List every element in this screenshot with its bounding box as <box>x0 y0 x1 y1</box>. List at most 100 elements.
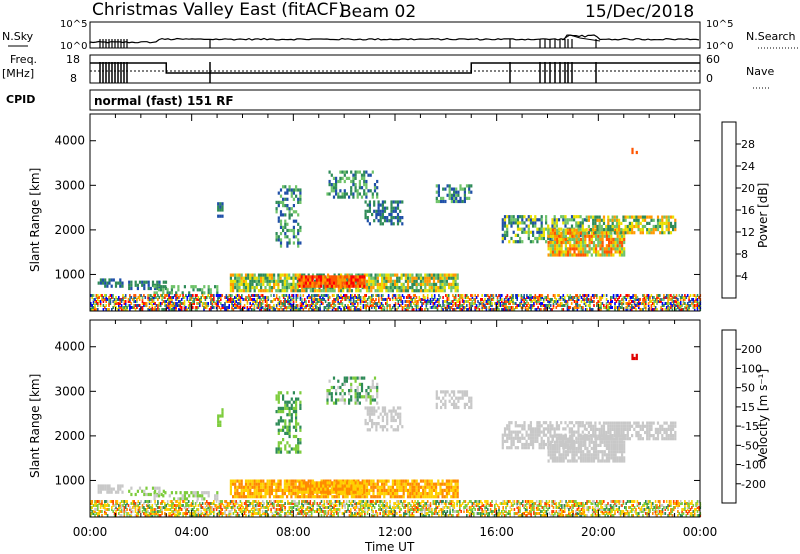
heatmap-cell <box>299 191 302 195</box>
heatmap-cell <box>436 308 439 311</box>
heatmap-cell <box>657 296 660 299</box>
heatmap-cell <box>229 479 232 483</box>
heatmap-cell <box>587 218 590 222</box>
heatmap-cell <box>631 308 633 311</box>
heatmap-cell <box>203 302 205 305</box>
heatmap-cell <box>443 289 446 293</box>
heatmap-cell <box>175 291 178 295</box>
heatmap-cell <box>310 298 313 301</box>
heatmap-cell <box>450 390 453 394</box>
heatmap-cell <box>203 296 205 299</box>
heatmap-cell <box>381 406 384 410</box>
heatmap-cell <box>342 479 345 483</box>
heatmap-cell <box>242 276 245 280</box>
heatmap-cell <box>540 233 543 237</box>
heatmap-cell <box>275 294 278 297</box>
heatmap-cell <box>348 481 351 485</box>
heatmap-cell <box>326 284 329 288</box>
heatmap-cell <box>426 273 429 277</box>
heatmap-cell <box>288 444 291 448</box>
heatmap-cell <box>545 240 548 244</box>
heatmap-cell <box>151 308 154 311</box>
heatmap-cell <box>244 289 248 293</box>
heatmap-cell <box>242 306 244 309</box>
heatmap-cell <box>277 400 280 404</box>
heatmap-cell <box>311 479 315 483</box>
heatmap-cell <box>575 237 578 241</box>
heatmap-cell <box>351 294 353 297</box>
heatmap-cell <box>295 304 298 307</box>
heatmap-cell <box>335 183 338 187</box>
heatmap-cell <box>296 479 299 483</box>
heatmap-cell <box>141 283 144 287</box>
heatmap-cell <box>400 286 403 290</box>
heatmap-cell <box>277 394 280 398</box>
heatmap-cell <box>459 306 461 309</box>
heatmap-cell <box>439 279 442 283</box>
heatmap-cell <box>406 279 410 283</box>
heatmap-cell <box>156 286 159 291</box>
heatmap-cell <box>381 282 384 286</box>
heatmap-cell <box>463 302 465 305</box>
heatmap-cell <box>576 306 579 309</box>
heatmap-cell <box>386 415 389 419</box>
heatmap-cell <box>391 282 394 286</box>
heatmap-cell <box>176 302 179 305</box>
heatmap-cell <box>532 218 535 222</box>
heatmap-cell <box>375 306 377 309</box>
heatmap-cell <box>391 485 394 489</box>
heatmap-cell <box>358 179 361 184</box>
heatmap-cell <box>319 300 321 303</box>
heatmap-cell <box>590 300 593 303</box>
heatmap-cell <box>204 302 207 305</box>
heatmap-cell <box>140 294 142 297</box>
heatmap-cell <box>244 276 248 280</box>
heatmap-cell <box>291 308 293 311</box>
heatmap-cell <box>335 284 338 288</box>
heatmap-cell <box>624 224 627 229</box>
heatmap-cell <box>591 294 594 297</box>
heatmap-cell <box>617 308 619 311</box>
heatmap-cell <box>510 221 513 225</box>
heatmap-cell <box>343 296 345 299</box>
heatmap-cell <box>598 304 601 307</box>
heatmap-cell <box>277 495 280 499</box>
heatmap-cell <box>557 227 561 231</box>
heatmap-cell <box>324 484 327 488</box>
heatmap-cell <box>311 490 314 494</box>
heatmap-cell <box>376 482 379 486</box>
heatmap-cell <box>268 273 271 277</box>
heatmap-cell <box>565 302 567 305</box>
heatmap-cell <box>496 300 499 303</box>
heatmap-cell <box>234 304 236 307</box>
heatmap-cell <box>389 286 392 290</box>
heatmap-cell <box>313 275 316 279</box>
heatmap-cell <box>365 495 369 499</box>
heatmap-cell <box>288 210 291 214</box>
heatmap-cell <box>618 240 621 245</box>
heatmap-cell <box>365 398 368 402</box>
heatmap-cell <box>298 481 301 485</box>
heatmap-cell <box>275 485 278 489</box>
heatmap-cell <box>402 282 405 286</box>
heatmap-cell <box>664 296 667 299</box>
heatmap-cell <box>105 294 107 297</box>
heatmap-cell <box>204 304 207 307</box>
heatmap-cell <box>234 492 237 496</box>
heatmap-cell <box>371 382 374 386</box>
heatmap-cell <box>562 304 565 307</box>
heatmap-cell <box>381 203 384 207</box>
heatmap-cell <box>659 218 662 222</box>
heatmap-cell <box>453 302 456 305</box>
heatmap-cell <box>131 306 134 309</box>
heatmap-cell <box>183 304 186 307</box>
heatmap-cell <box>431 294 433 297</box>
heatmap-cell <box>282 296 285 299</box>
heatmap-cell <box>608 234 611 238</box>
heatmap-cell <box>365 179 368 184</box>
heatmap-cell <box>326 395 329 399</box>
heatmap-cell <box>616 247 619 251</box>
heatmap-cell <box>365 183 368 187</box>
heatmap-cell <box>200 300 202 303</box>
heatmap-cell <box>328 481 331 485</box>
